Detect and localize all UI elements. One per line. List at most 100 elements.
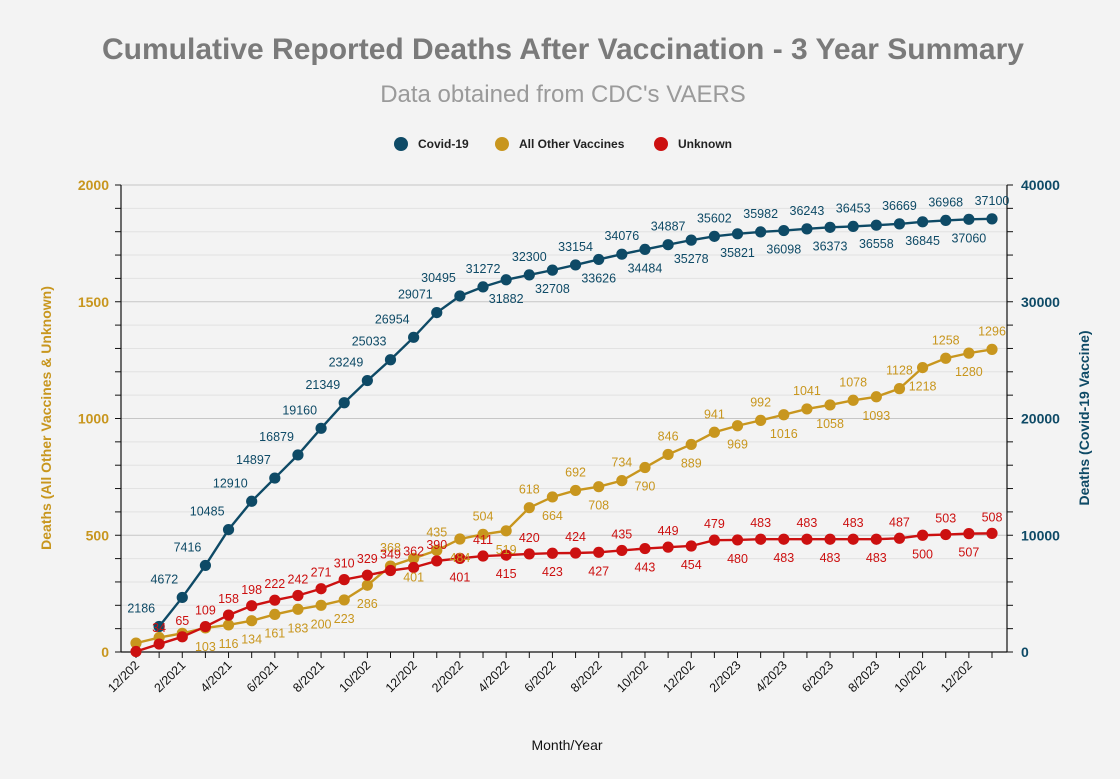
- data-point-all-other-vaccines[interactable]: [731, 420, 744, 432]
- data-point-all-other-vaccines[interactable]: [893, 383, 906, 395]
- data-point-unknown[interactable]: [893, 532, 906, 544]
- data-point-unknown[interactable]: [546, 547, 559, 559]
- data-point-all-other-vaccines[interactable]: [593, 481, 605, 493]
- data-point-all-other-vaccines[interactable]: [269, 608, 281, 621]
- data-point-unknown[interactable]: [755, 533, 767, 545]
- data-point-covid-19[interactable]: [893, 218, 906, 230]
- data-point-all-other-vaccines[interactable]: [361, 579, 373, 591]
- data-point-covid-19[interactable]: [269, 472, 281, 484]
- data-point-all-other-vaccines[interactable]: [500, 525, 512, 537]
- data-point-all-other-vaccines[interactable]: [963, 347, 975, 359]
- data-point-all-other-vaccines[interactable]: [523, 502, 535, 514]
- data-point-all-other-vaccines[interactable]: [222, 619, 235, 631]
- data-point-unknown[interactable]: [176, 631, 188, 643]
- data-point-unknown[interactable]: [246, 600, 258, 612]
- data-point-covid-19[interactable]: [384, 354, 397, 366]
- data-point-all-other-vaccines[interactable]: [801, 403, 813, 415]
- data-point-all-other-vaccines[interactable]: [847, 394, 859, 406]
- data-point-covid-19[interactable]: [824, 221, 836, 233]
- data-point-covid-19[interactable]: [755, 226, 767, 238]
- data-point-covid-19[interactable]: [477, 281, 489, 293]
- data-point-unknown[interactable]: [963, 528, 975, 540]
- data-point-covid-19[interactable]: [801, 223, 813, 235]
- data-point-all-other-vaccines[interactable]: [454, 533, 466, 545]
- data-point-unknown[interactable]: [500, 549, 512, 561]
- data-point-unknown[interactable]: [731, 534, 744, 546]
- data-point-covid-19[interactable]: [986, 213, 998, 225]
- data-point-covid-19[interactable]: [153, 620, 165, 633]
- data-point-unknown[interactable]: [199, 620, 212, 633]
- data-point-covid-19[interactable]: [593, 253, 605, 266]
- data-point-covid-19[interactable]: [639, 243, 651, 255]
- data-point-covid-19[interactable]: [454, 290, 466, 302]
- data-point-unknown[interactable]: [431, 555, 443, 567]
- data-point-unknown[interactable]: [685, 540, 697, 552]
- data-point-covid-19[interactable]: [315, 422, 327, 434]
- data-point-unknown[interactable]: [523, 548, 535, 560]
- data-point-covid-19[interactable]: [940, 214, 952, 226]
- data-point-unknown[interactable]: [616, 544, 628, 557]
- legend[interactable]: Covid-19 All Other Vaccines Unknown: [394, 137, 732, 151]
- data-point-covid-19[interactable]: [523, 269, 535, 281]
- data-point-unknown[interactable]: [361, 569, 373, 581]
- data-point-covid-19[interactable]: [870, 219, 882, 231]
- data-point-covid-19[interactable]: [500, 274, 512, 286]
- data-point-all-other-vaccines[interactable]: [662, 448, 674, 461]
- data-point-unknown[interactable]: [477, 550, 489, 562]
- data-point-unknown[interactable]: [315, 583, 327, 595]
- data-point-all-other-vaccines[interactable]: [916, 361, 929, 374]
- data-point-all-other-vaccines[interactable]: [130, 637, 142, 649]
- data-point-unknown[interactable]: [269, 594, 281, 606]
- data-point-covid-19[interactable]: [569, 259, 582, 271]
- data-point-covid-19[interactable]: [292, 449, 304, 461]
- data-point-all-other-vaccines[interactable]: [986, 343, 998, 355]
- data-point-all-other-vaccines[interactable]: [431, 544, 443, 557]
- data-point-covid-19[interactable]: [685, 234, 697, 246]
- data-point-unknown[interactable]: [384, 564, 397, 577]
- data-point-covid-19[interactable]: [778, 224, 790, 237]
- data-point-unknown[interactable]: [130, 645, 142, 658]
- data-point-all-other-vaccines[interactable]: [940, 352, 952, 364]
- data-point-unknown[interactable]: [408, 561, 420, 574]
- data-point-all-other-vaccines[interactable]: [315, 599, 327, 611]
- data-point-all-other-vaccines[interactable]: [477, 528, 489, 540]
- data-point-covid-19[interactable]: [176, 591, 188, 604]
- data-point-unknown[interactable]: [801, 533, 813, 545]
- data-point-covid-19[interactable]: [708, 230, 720, 242]
- data-point-covid-19[interactable]: [616, 248, 628, 260]
- data-point-covid-19[interactable]: [731, 228, 744, 240]
- data-point-covid-19[interactable]: [963, 213, 975, 225]
- data-point-unknown[interactable]: [824, 533, 836, 545]
- data-point-covid-19[interactable]: [546, 264, 559, 276]
- data-point-all-other-vaccines[interactable]: [292, 603, 304, 615]
- data-point-unknown[interactable]: [986, 527, 998, 539]
- data-point-unknown[interactable]: [870, 533, 882, 545]
- data-point-all-other-vaccines[interactable]: [246, 615, 258, 627]
- data-point-covid-19[interactable]: [361, 374, 373, 387]
- data-point-covid-19[interactable]: [199, 559, 212, 572]
- data-point-unknown[interactable]: [153, 638, 165, 650]
- data-point-unknown[interactable]: [662, 541, 674, 553]
- legend-item-all-other-vaccines[interactable]: All Other Vaccines: [495, 137, 625, 151]
- data-point-all-other-vaccines[interactable]: [870, 391, 882, 403]
- data-point-covid-19[interactable]: [222, 523, 235, 536]
- data-point-unknown[interactable]: [222, 609, 235, 621]
- data-point-covid-19[interactable]: [847, 220, 859, 233]
- data-point-covid-19[interactable]: [916, 216, 929, 228]
- data-point-all-other-vaccines[interactable]: [639, 461, 651, 474]
- data-point-all-other-vaccines[interactable]: [755, 414, 767, 426]
- data-point-all-other-vaccines[interactable]: [338, 594, 350, 606]
- data-point-all-other-vaccines[interactable]: [708, 426, 720, 438]
- data-point-all-other-vaccines[interactable]: [616, 475, 628, 487]
- data-point-unknown[interactable]: [593, 546, 605, 558]
- data-point-unknown[interactable]: [708, 534, 720, 546]
- data-point-unknown[interactable]: [338, 574, 350, 586]
- data-point-covid-19[interactable]: [662, 239, 674, 251]
- data-point-unknown[interactable]: [292, 589, 304, 602]
- legend-item-covid-19[interactable]: Covid-19: [394, 137, 469, 151]
- data-point-covid-19[interactable]: [338, 397, 350, 409]
- data-point-covid-19[interactable]: [246, 495, 258, 507]
- data-point-unknown[interactable]: [940, 528, 952, 541]
- data-point-all-other-vaccines[interactable]: [824, 399, 836, 411]
- data-point-unknown[interactable]: [847, 533, 859, 545]
